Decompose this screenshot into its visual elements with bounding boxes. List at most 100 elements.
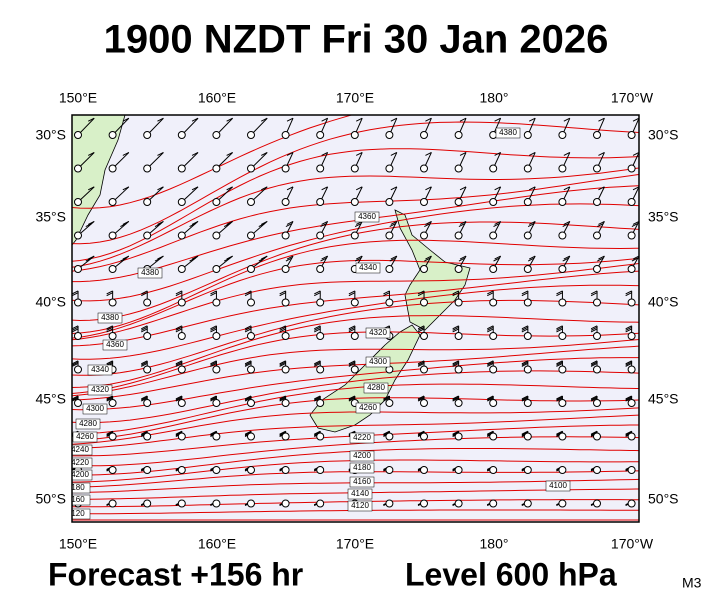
barb-station bbox=[594, 232, 601, 239]
barb-station bbox=[178, 199, 185, 206]
barb-station bbox=[421, 132, 428, 139]
barb-station bbox=[351, 132, 358, 139]
barb-station bbox=[282, 467, 289, 474]
barb-station bbox=[317, 199, 324, 206]
barb-station bbox=[317, 333, 324, 340]
barb-station bbox=[317, 232, 324, 239]
barb-station bbox=[351, 333, 358, 340]
barb-station bbox=[213, 299, 220, 306]
barb-station bbox=[594, 165, 601, 172]
barb-station bbox=[455, 199, 462, 206]
contour-label: 4220 bbox=[353, 433, 371, 442]
barb-station bbox=[248, 232, 255, 239]
barb-station bbox=[594, 467, 601, 474]
barb-station bbox=[386, 132, 393, 139]
lon-label: 180° bbox=[480, 536, 509, 552]
barb-station bbox=[213, 400, 220, 407]
barb-station bbox=[248, 366, 255, 373]
barb-station bbox=[213, 165, 220, 172]
barb-station bbox=[109, 165, 116, 172]
barb-station bbox=[144, 199, 151, 206]
barb-station bbox=[109, 132, 116, 139]
barb-station bbox=[628, 433, 635, 440]
barb-station bbox=[282, 333, 289, 340]
barb-station bbox=[524, 266, 531, 273]
barb-station bbox=[144, 165, 151, 172]
barb-station bbox=[455, 366, 462, 373]
barb-station bbox=[282, 266, 289, 273]
barb-station bbox=[386, 400, 393, 407]
lat-label: 30°S bbox=[35, 127, 66, 143]
barb-station bbox=[559, 333, 566, 340]
barb-station bbox=[248, 400, 255, 407]
contour-label: 4360 bbox=[358, 212, 376, 221]
barb-station bbox=[594, 366, 601, 373]
barb-station bbox=[559, 232, 566, 239]
barb-station bbox=[490, 433, 497, 440]
barb-station bbox=[455, 500, 462, 507]
lon-label: 170°W bbox=[611, 90, 654, 106]
barb-station bbox=[75, 132, 82, 139]
barb-station bbox=[559, 299, 566, 306]
barb-station bbox=[628, 400, 635, 407]
barb-station bbox=[109, 467, 116, 474]
level-label: Level 600 hPa bbox=[405, 556, 617, 592]
barb-station bbox=[75, 400, 82, 407]
barb-station bbox=[144, 467, 151, 474]
barb-station bbox=[317, 500, 324, 507]
barb-station bbox=[351, 299, 358, 306]
barb-station bbox=[178, 500, 185, 507]
barb-station bbox=[421, 366, 428, 373]
barb-station bbox=[109, 232, 116, 239]
lat-label: 40°S bbox=[648, 294, 679, 310]
barb-station bbox=[109, 299, 116, 306]
contour-label: 180 bbox=[71, 483, 85, 492]
contour-label: 4380 bbox=[141, 268, 159, 277]
contour-label: 4360 bbox=[106, 340, 124, 349]
barb-station bbox=[178, 400, 185, 407]
barb-station bbox=[421, 199, 428, 206]
barb-station bbox=[386, 500, 393, 507]
barb-station bbox=[248, 299, 255, 306]
barb-station bbox=[524, 366, 531, 373]
lon-label: 170°E bbox=[336, 536, 374, 552]
barb-station bbox=[144, 400, 151, 407]
contour-label: 120 bbox=[71, 509, 85, 518]
lat-label: 30°S bbox=[648, 127, 679, 143]
barb-station bbox=[628, 165, 635, 172]
barb-station bbox=[213, 266, 220, 273]
barb-station bbox=[317, 266, 324, 273]
barb-station bbox=[282, 299, 289, 306]
barb-station bbox=[455, 333, 462, 340]
barb-station bbox=[559, 433, 566, 440]
contour-label: 4200 bbox=[71, 470, 89, 479]
barb-station bbox=[317, 467, 324, 474]
barb-station bbox=[351, 366, 358, 373]
barb-station bbox=[144, 366, 151, 373]
contour-label: 4220 bbox=[71, 458, 89, 467]
barb-station bbox=[317, 132, 324, 139]
barb-station bbox=[109, 500, 116, 507]
barb-station bbox=[524, 400, 531, 407]
contour-label: 4280 bbox=[367, 383, 385, 392]
barb-station bbox=[628, 333, 635, 340]
barb-station bbox=[559, 500, 566, 507]
forecast-label: Forecast +156 hr bbox=[48, 556, 303, 592]
barb-station bbox=[524, 199, 531, 206]
barb-station bbox=[421, 165, 428, 172]
barb-station bbox=[421, 400, 428, 407]
contour-label: 4260 bbox=[76, 432, 94, 441]
barb-station bbox=[490, 333, 497, 340]
model-label: M3 bbox=[682, 575, 702, 591]
lon-label: 150°E bbox=[59, 536, 97, 552]
barb-station bbox=[559, 132, 566, 139]
barb-station bbox=[248, 500, 255, 507]
barb-station bbox=[421, 433, 428, 440]
barb-station bbox=[351, 199, 358, 206]
barb-station bbox=[386, 165, 393, 172]
barb-station bbox=[490, 467, 497, 474]
barb-station bbox=[144, 333, 151, 340]
contour-label: 4120 bbox=[351, 501, 369, 510]
barb-station bbox=[524, 299, 531, 306]
barb-station bbox=[248, 333, 255, 340]
